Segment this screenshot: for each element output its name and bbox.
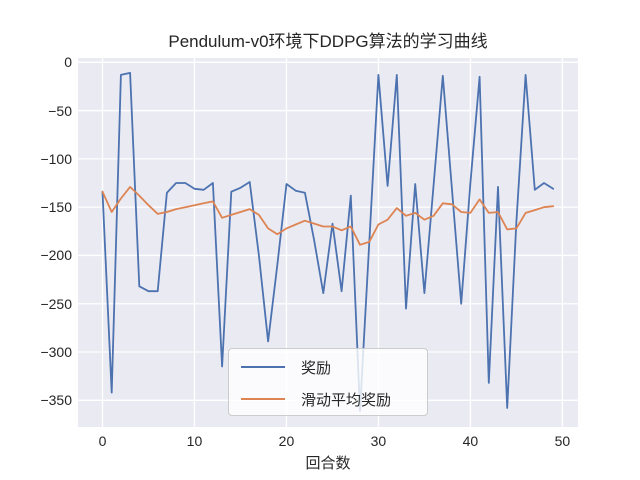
- data-lines: [101, 71, 555, 412]
- plot-area: 奖励 滑动平均奖励: [78, 58, 578, 427]
- y-tick-label: −350: [40, 392, 72, 409]
- x-tick-label: 30: [370, 433, 387, 449]
- moving-average-line: [101, 185, 555, 246]
- y-tick-label: −50: [48, 102, 72, 119]
- y-tick-label: 0: [64, 54, 72, 71]
- y-tick-label: −300: [40, 344, 72, 360]
- y-tick-label: −200: [40, 247, 72, 264]
- legend-entry-moving-average: 滑动平均奖励: [241, 389, 391, 409]
- reward-line: [101, 71, 555, 412]
- legend-label-reward: 奖励: [301, 359, 332, 377]
- x-tick-label: 0: [98, 433, 107, 449]
- x-tick-label: 20: [278, 433, 295, 449]
- x-axis-label: 回合数: [305, 455, 351, 472]
- legend-label-moving-average: 滑动平均奖励: [301, 391, 392, 409]
- x-tick-label: 50: [554, 433, 571, 449]
- legend: 奖励 滑动平均奖励: [228, 348, 428, 416]
- moving-average-line-swatch: [241, 398, 285, 400]
- chart-title: Pendulum-v0环境下DDPG算法的学习曲线: [168, 32, 488, 51]
- legend-entry-reward: 奖励: [241, 357, 331, 377]
- y-tick-label: −250: [40, 295, 72, 312]
- x-tick-label: 10: [186, 433, 203, 449]
- reward-line-swatch: [241, 366, 285, 368]
- x-tick-label: 40: [462, 433, 479, 449]
- y-tick-label: −150: [40, 199, 72, 216]
- y-tick-label: −100: [40, 150, 72, 167]
